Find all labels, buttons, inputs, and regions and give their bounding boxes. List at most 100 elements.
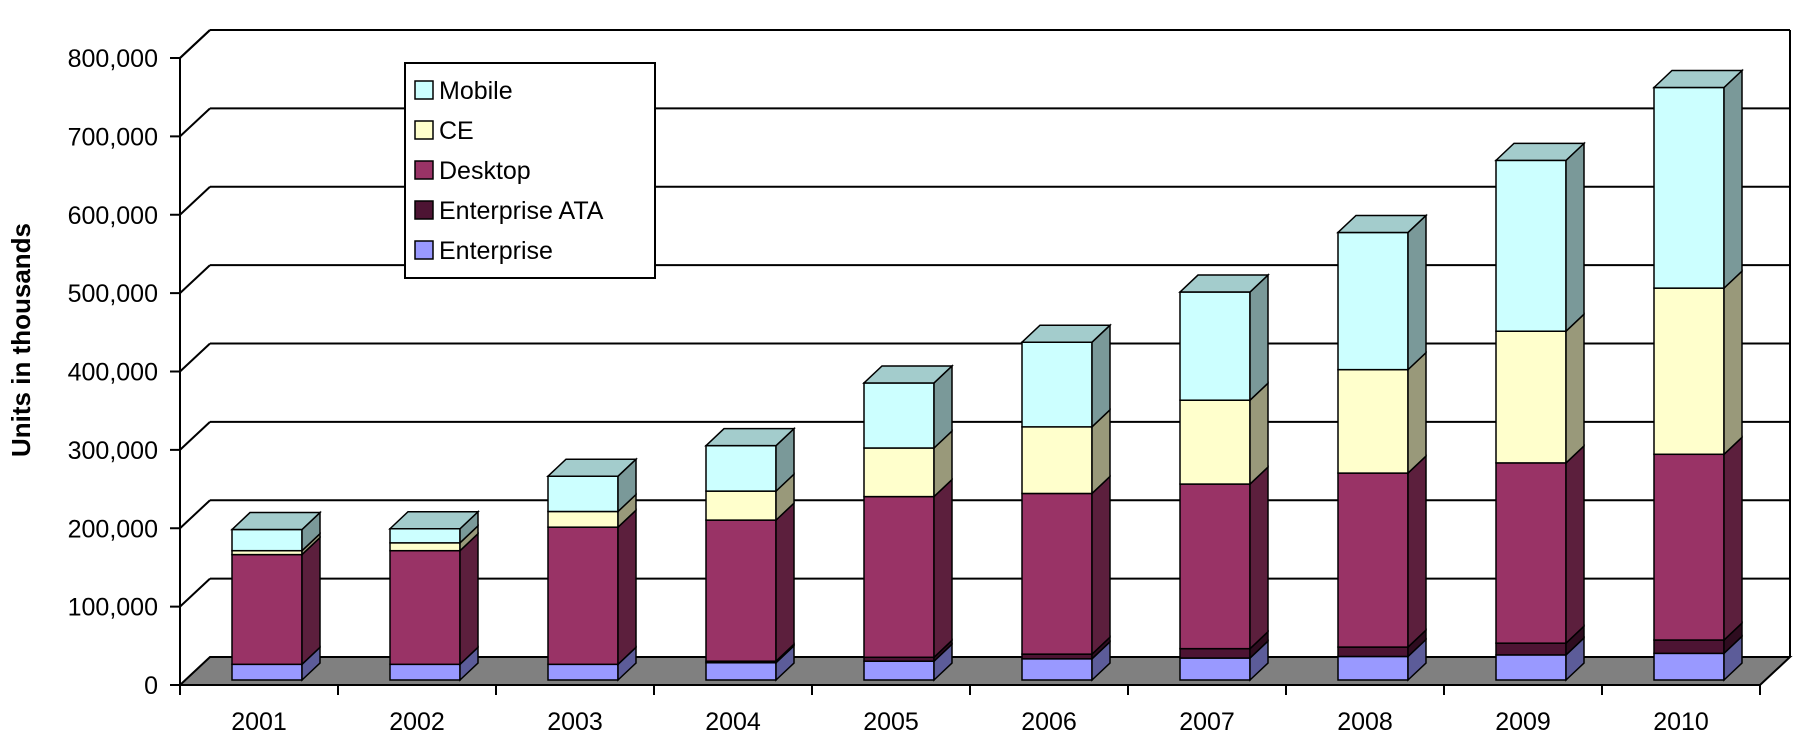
x-tick-label: 2005: [863, 708, 919, 736]
bar-segment-enterprise: [1653, 634, 1743, 682]
bar-front: [547, 510, 619, 528]
bar-front: [1495, 654, 1567, 681]
bar-front: [1021, 492, 1093, 655]
bar-front: [705, 519, 777, 662]
bar-side: [1565, 444, 1585, 645]
bar-segment-desktop: [231, 535, 321, 667]
bar-front: [547, 526, 619, 666]
legend-label: Enterprise ATA: [439, 197, 604, 225]
bar-side: [1723, 68, 1743, 290]
bar-stack-2008: [1336, 213, 1428, 682]
bar-front: [389, 549, 461, 666]
bar-segment-desktop: [1179, 465, 1269, 651]
bar-segment-desktop: [389, 531, 479, 667]
x-tick-label: 2007: [1179, 708, 1235, 736]
bar-segment-desktop: [1495, 444, 1585, 645]
bar-segment-desktop: [1653, 435, 1743, 642]
bar-front: [231, 553, 303, 666]
bar-segment-mobile: [1179, 273, 1269, 402]
y-axis: 0 100,000 200,000 300,000 400,000 500,000 600,…: [68, 45, 180, 700]
bar-segment-ce: [1653, 269, 1743, 457]
x-tick-label: 2006: [1021, 708, 1077, 736]
bar-front: [1021, 658, 1093, 681]
bar-front: [547, 663, 619, 681]
bar-segment-mobile: [705, 426, 795, 493]
bar-stack-2006: [1020, 323, 1112, 682]
x-tick-label: 2008: [1337, 708, 1393, 736]
bar-front: [1495, 330, 1567, 464]
legend-label: Mobile: [439, 77, 513, 105]
gridline-side: [179, 107, 211, 138]
gridline-side: [179, 264, 211, 294]
bar-front: [1337, 655, 1409, 681]
bar-front: [389, 663, 461, 681]
bar-front: [1179, 483, 1251, 650]
bar-side: [1565, 141, 1585, 333]
bar-front: [231, 528, 303, 552]
bar-front: [863, 447, 935, 498]
bar-side: [1091, 474, 1111, 656]
gridline-side: [179, 577, 211, 608]
y-tick-label: 600,000: [68, 202, 158, 230]
legend-item: Desktop: [414, 157, 531, 185]
bar-side: [1407, 213, 1427, 372]
bar-top: [388, 510, 480, 530]
bar-top: [546, 458, 638, 477]
bar-side: [1407, 454, 1427, 649]
bar-front: [389, 527, 461, 544]
bar-segment-enterprise: [863, 642, 953, 682]
legend-item: CE: [414, 117, 474, 145]
y-tick-label: 300,000: [68, 437, 158, 465]
gridline-side: [179, 421, 211, 451]
gridline-side: [179, 342, 211, 373]
bar-segment-desktop: [705, 501, 795, 663]
y-tick-label: 0: [144, 672, 158, 700]
bar-side: [301, 535, 321, 667]
bar-stack-2007: [1178, 273, 1270, 682]
bar-segment-desktop: [1337, 454, 1427, 649]
bar-top: [230, 511, 322, 531]
bar-side: [1723, 269, 1743, 457]
bar-top: [1178, 274, 1270, 293]
legend-swatch: [414, 160, 434, 180]
bar-side: [1565, 312, 1585, 465]
bar-front: [1179, 399, 1251, 485]
bar-front: [1653, 86, 1725, 289]
bar-segment-desktop: [863, 477, 953, 660]
bar-front: [1495, 159, 1567, 332]
bar-front: [1337, 646, 1409, 658]
bar-segment-desktop: [1021, 474, 1111, 656]
bar-top: [1020, 324, 1112, 343]
legend-swatch: [414, 80, 434, 100]
bar-stack-2004: [704, 426, 796, 682]
bar-front: [1495, 462, 1567, 644]
bar-side: [459, 531, 479, 667]
legend-item: Enterprise ATA: [414, 197, 604, 225]
bar-front: [863, 382, 935, 449]
bar-segment-mobile: [1653, 68, 1743, 290]
bar-front: [1021, 341, 1093, 428]
x-tick-label: 2004: [705, 708, 761, 736]
y-tick-label: 800,000: [68, 45, 158, 73]
bar-front: [1337, 231, 1409, 371]
legend-swatch: [414, 200, 434, 220]
x-tick-label: 2001: [231, 708, 287, 736]
y-tick-label: 700,000: [68, 123, 158, 151]
bar-segment-ce: [705, 472, 795, 522]
x-tick-label: 2002: [389, 708, 445, 736]
bar-segment-ce: [1495, 312, 1585, 465]
gridline-side: [179, 186, 211, 216]
bar-segment-mobile: [1337, 213, 1427, 372]
bar-segment-desktop: [547, 508, 637, 667]
y-axis-label: Units in thousands: [6, 223, 36, 457]
legend-swatch: [414, 120, 434, 140]
bar-front: [389, 542, 461, 552]
y-tick-label: 100,000: [68, 594, 158, 622]
bar-front: [863, 495, 935, 659]
bar-front: [705, 490, 777, 521]
bar-front: [1653, 453, 1725, 641]
bar-stack-2010: [1652, 68, 1744, 682]
gridline-side: [179, 499, 211, 529]
